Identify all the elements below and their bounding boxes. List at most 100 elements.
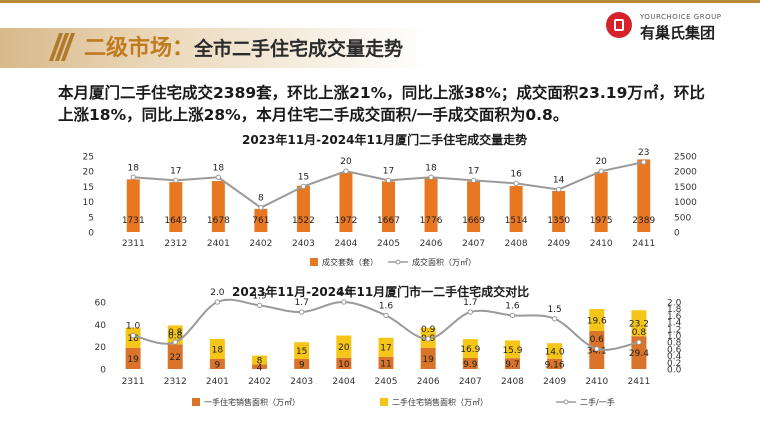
chart1-bar-label: 1643 [164, 216, 187, 226]
chart1-left-tick: 10 [83, 198, 95, 208]
chart2-bar-resale-label: 15.9 [502, 346, 522, 356]
chart1-line-label: 17 [383, 166, 394, 176]
chart1-right-tick: 2000 [674, 168, 697, 178]
chart2-ratio-point [594, 346, 600, 352]
chart1-bar [552, 190, 566, 232]
chart1-left-tick: 15 [83, 183, 94, 193]
chart2-bar-new [420, 347, 436, 369]
chart1-line-point [130, 174, 136, 180]
chart2-bar-resale [336, 335, 352, 358]
chart2-bar-resale-label: 8 [257, 357, 263, 367]
chart1-legend-swatch-bars [310, 258, 318, 266]
chart1-right-tick: 1000 [674, 198, 697, 208]
chart2-bar-new [547, 358, 563, 369]
chart1-left-tick: 25 [83, 153, 94, 163]
chart1-left-tick: 20 [83, 168, 95, 178]
chart2-bar-new [252, 364, 268, 369]
chart2-x-tick: 2404 [332, 377, 355, 387]
chart2-bar-resale-label: 20 [338, 343, 350, 353]
chart2-bar-resale-label: 18 [212, 345, 224, 355]
chart2-x-tick: 2403 [290, 377, 313, 387]
chart2-ratio-label: 1.6 [379, 301, 394, 311]
chart2-ratio-label: 1.7 [295, 298, 309, 308]
chart1-bar-label: 1972 [335, 216, 358, 226]
chart2-bar-new-label: 9 [299, 360, 305, 370]
chart1-line-point [300, 183, 307, 190]
chart2-right-tick: 1.0 [667, 332, 682, 342]
chart2-bar-resale [252, 355, 268, 365]
chart2-right-tick: 0.2 [667, 359, 681, 369]
chart2-right-tick: 1.4 [667, 319, 682, 329]
chart2-left-tick: 60 [95, 299, 107, 309]
chart2-x-tick: 2406 [417, 377, 440, 387]
chart1-line-point [641, 159, 647, 165]
chart1-x-tick: 2402 [249, 239, 272, 249]
chart1-line-point [385, 177, 392, 184]
chart2-bar-resale [631, 310, 647, 337]
chart2-ratio-label: 2.0 [337, 288, 352, 298]
chart2-bar-new-label: 19 [127, 355, 139, 365]
chart1-line-point [428, 174, 434, 180]
chart2-bar-new [125, 347, 141, 369]
chart1-x-tick: 2403 [292, 239, 315, 249]
chart1-line-point [258, 204, 264, 211]
chart1-line-label: 20 [595, 157, 607, 167]
chart1-right-tick: 0 [674, 229, 680, 239]
chart2-bar-new [504, 358, 520, 369]
chart1-line-point [173, 177, 179, 184]
chart1-legend-swatch-dot [395, 259, 401, 265]
chart1-bar [424, 178, 438, 232]
chart1-bar [594, 171, 608, 232]
chart1-bar-label: 1776 [420, 216, 443, 226]
chart2-bar-resale [547, 343, 563, 359]
chart1-bar [509, 185, 523, 232]
chart2-x-tick: 2312 [164, 377, 187, 387]
chart1-line-label: 14 [553, 175, 565, 185]
chart2-x-tick: 2401 [206, 377, 229, 387]
logo-icon [606, 12, 632, 38]
summary-text: 本月厦门二手住宅成交2389套，环比上涨21%，同比上涨38%；成交面积23.1… [58, 84, 705, 124]
chart2-title: 2023年11月-2024年11月厦门市一二手住宅成交对比 [232, 285, 530, 299]
chart2-bar-new [462, 357, 478, 369]
chart2-ratio-label: 1.0 [126, 322, 141, 332]
chart1-bar [126, 179, 140, 232]
chart1-x-tick: 2409 [547, 239, 570, 249]
chart2-ratio-point [636, 339, 642, 345]
chart2-bar-new-label: 19 [422, 355, 434, 365]
chart2-bar-new [167, 344, 183, 369]
chart2-right-tick: 2.0 [667, 299, 682, 309]
chart1-x-tick: 2404 [335, 239, 358, 249]
chart2-bar-resale [462, 339, 478, 358]
chart1-line-point [343, 168, 349, 174]
chart2-bar-resale-label: 18 [127, 334, 139, 344]
chart1-bar-label: 1522 [292, 216, 315, 226]
chart1-x-tick: 2311 [122, 239, 145, 249]
chart1-bar-label: 1350 [547, 216, 570, 226]
chart2-ratio-point [509, 312, 516, 319]
company-logo: YOURCHOICE GROUP 有巢氏集团 [600, 10, 760, 42]
chart1-bar [339, 172, 353, 232]
chart1-right-tick: 2500 [674, 153, 697, 163]
chart1-x-tick: 2410 [590, 239, 613, 249]
chart2-x-tick: 2407 [459, 377, 482, 387]
chart2-legend-ratio: 二手/一手 [580, 397, 615, 407]
chart2-ratio-point [383, 312, 389, 319]
chart2-right-tick: 0.8 [667, 339, 682, 349]
chart1-x-tick: 2312 [164, 239, 187, 249]
chart2-ratio-point [425, 336, 431, 342]
chart2-x-tick: 2409 [543, 377, 566, 387]
chart1-line-label: 15 [298, 172, 309, 182]
chart1-bar-label: 761 [252, 216, 269, 226]
chart2-ratio-label: 0.8 [168, 328, 183, 338]
page-title-main: 二级市场： [84, 36, 195, 61]
chart1-line-point [555, 186, 562, 193]
chart2-ratio-point [298, 309, 305, 315]
chart1-line-label: 16 [510, 169, 522, 179]
chart1-title: 2023年11月-2024年11月厦门二手住宅成交量走势 [242, 133, 528, 147]
chart1-line-label: 18 [213, 163, 225, 173]
logo-cn-text: 有巢氏集团 [640, 24, 716, 42]
logo-en-text: YOURCHOICE GROUP [640, 13, 722, 21]
chart2-x-tick: 2405 [375, 377, 398, 387]
chart1-bar-label: 1514 [505, 216, 528, 226]
